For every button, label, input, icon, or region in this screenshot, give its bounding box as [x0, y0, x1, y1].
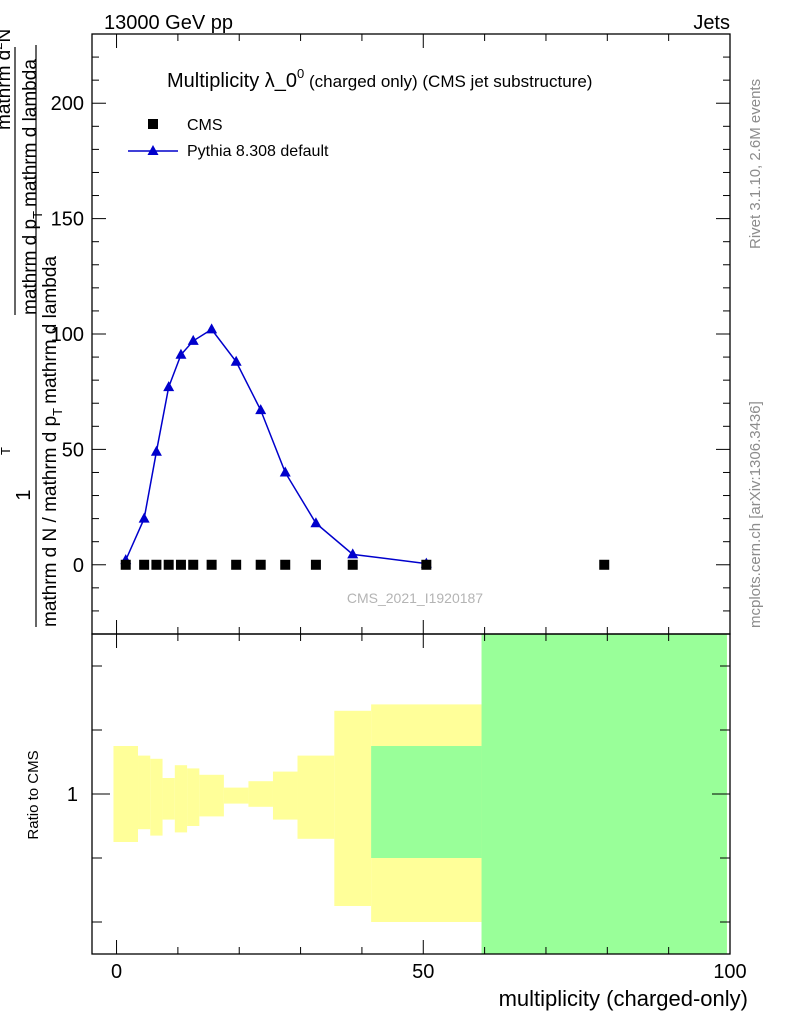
pythia-point: [175, 348, 187, 359]
ylabel-inner-num-sup: 2: [0, 43, 5, 50]
ratio-green-band: [371, 746, 482, 858]
cms-point: [599, 559, 610, 570]
ratio-yellow-band: [113, 746, 139, 842]
ratio-xtick-label: 50: [412, 961, 434, 983]
main-title-text: Multiplicity λ_0: [167, 70, 297, 92]
pythia-point: [255, 404, 267, 415]
ratio-yellow-band: [223, 787, 249, 804]
legend-marker-cms: [148, 119, 158, 129]
xlabel: multiplicity (charged-only): [499, 986, 748, 1011]
ylabel-denominator: mathrm d N / mathrm d pTmathrm d lambda: [40, 256, 65, 627]
ylabel-inner-num-rest: N: [0, 29, 15, 43]
watermark: CMS_2021_I1920187: [347, 590, 483, 606]
main-title-suffix: (charged only) (CMS jet substructure): [304, 72, 592, 91]
main-ylabel: 1 mathrm d N / mathrm d pTmathrm d lambd…: [0, 29, 65, 627]
ratio-yellow-band: [162, 778, 175, 820]
pythia-point: [230, 355, 242, 366]
ylabel-inner-den-rest: mathrm d lambda: [20, 59, 41, 207]
cms-point: [421, 559, 432, 570]
ylabel-inner-den-sub: T: [30, 211, 45, 219]
main-ytick-label: 150: [51, 209, 84, 231]
cms-point: [206, 559, 217, 570]
pythia-point: [187, 334, 199, 345]
ylabel-mid-sub: T: [0, 447, 13, 455]
ylabel-inner-numerator: mathrm d2N: [0, 29, 15, 130]
ratio-xtick-label: 100: [713, 961, 746, 983]
main-title: Multiplicity λ_00 (charged only) (CMS je…: [167, 66, 592, 92]
pythia-point: [163, 381, 175, 392]
ylabel-numerator-one: 1: [13, 489, 35, 500]
cms-point: [139, 559, 150, 570]
header-right: Jets: [693, 12, 730, 34]
main-ytick-label: 50: [62, 439, 84, 461]
ratio-yellow-band: [272, 771, 298, 820]
pythia-point: [310, 517, 322, 528]
pythia-point: [347, 548, 359, 559]
ratio-green-band: [481, 634, 727, 954]
pythia-point: [279, 466, 291, 477]
cms-point: [310, 559, 321, 570]
ratio-yellow-band: [187, 768, 200, 826]
pythia-series-line: [125, 328, 427, 565]
ylabel-mid: T: [0, 447, 13, 455]
cms-point: [188, 559, 199, 570]
ratio-yellow-band: [150, 758, 163, 836]
pythia-point: [206, 323, 218, 334]
ratio-xtick-label: 0: [111, 961, 122, 983]
main-ytick-label: 0: [73, 555, 84, 577]
ratio-ytick-label: 1: [67, 784, 78, 806]
ylabel-inner-num-main: mathrm d: [0, 50, 15, 130]
main-ytick-label: 100: [51, 324, 84, 346]
ylabel-inner-den-main: mathrm d p: [20, 219, 41, 315]
ratio-yellow-band: [334, 710, 372, 906]
ratio-yellow-band: [138, 755, 151, 830]
ylabel-den-main: mathrm d N / mathrm d p: [40, 416, 61, 627]
pythia-point: [150, 445, 162, 456]
header-left: 13000 GeV pp: [104, 12, 233, 34]
cms-point: [151, 559, 162, 570]
main-panel: 0 50 100 150 200: [51, 34, 731, 634]
side-credit-bottom: mcplots.cern.ch [arXiv:1306.3436]: [747, 401, 764, 628]
cms-point: [255, 559, 266, 570]
ratio-yellow-band: [199, 774, 224, 817]
cms-point: [175, 559, 186, 570]
legend-label-cms: CMS: [187, 117, 223, 134]
legend-label-pythia: Pythia 8.308 default: [187, 143, 329, 160]
cms-point: [231, 559, 242, 570]
cms-point: [120, 559, 131, 570]
ratio-yellow-band: [174, 765, 188, 833]
cms-point: [280, 559, 291, 570]
ratio-panel: 1 0 50 100: [67, 634, 747, 983]
main-ytick-label: 200: [51, 93, 84, 115]
ratio-frame: [91, 633, 731, 955]
side-credit-top: Rivet 3.1.10, 2.6M events: [747, 79, 764, 249]
cms-point: [347, 559, 358, 570]
ylabel-inner-denominator: mathrm d pTmathrm d lambda: [20, 59, 45, 315]
ylabel-den-sub: T: [50, 408, 65, 416]
main-title-sup: 0: [297, 66, 304, 81]
pythia-point: [138, 512, 150, 523]
cms-point: [163, 559, 174, 570]
ratio-yellow-band: [248, 781, 273, 807]
ylabel-den-rest: mathrm d lambda: [40, 256, 61, 404]
ratio-ylabel: Ratio to CMS: [25, 750, 42, 839]
ratio-yellow-band: [297, 755, 335, 839]
legend-marker-pythia: [147, 145, 159, 155]
